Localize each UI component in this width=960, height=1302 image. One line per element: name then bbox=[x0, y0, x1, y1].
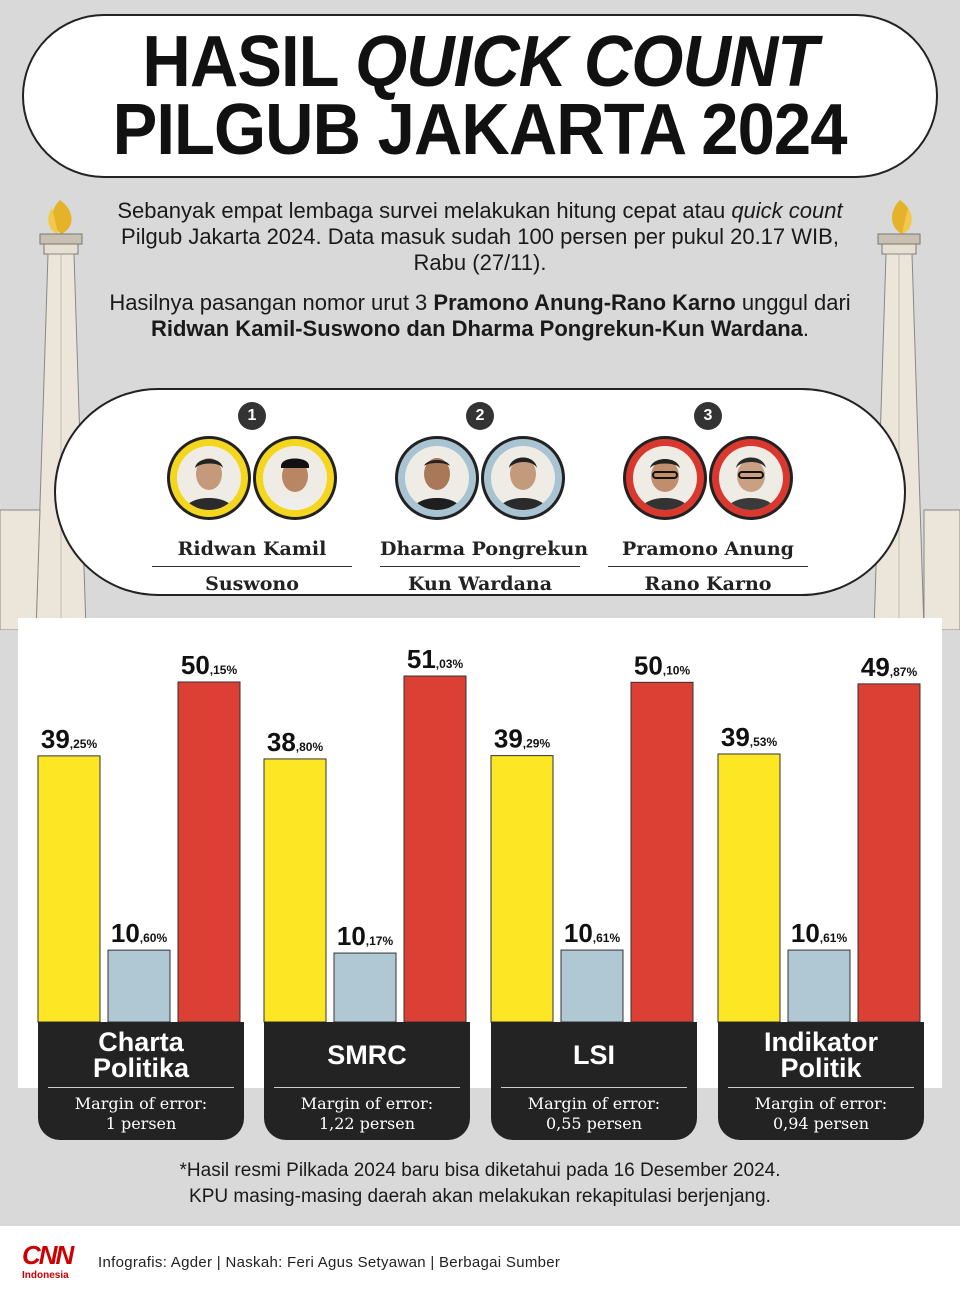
bar-smrc-series-3 bbox=[403, 675, 467, 1023]
running-mate-name: Suswono bbox=[205, 573, 299, 595]
intro-paragraph-1: Sebanyak empat lembaga survei melakukan … bbox=[117, 198, 843, 275]
title-banner: HASIL QUICK COUNT PILGUB JAKARTA 2024 bbox=[22, 14, 938, 178]
bar-smrc-series-2 bbox=[333, 952, 397, 1023]
footnote-line-1: *Hasil resmi Pilkada 2024 baru bisa dike… bbox=[179, 1160, 781, 1181]
margin-of-error: Margin of error: 0,94 persen bbox=[754, 1094, 888, 1133]
data-label: 39,53% bbox=[721, 722, 778, 752]
data-label: 10,61% bbox=[564, 918, 621, 948]
candidate-name: Ridwan Kamil bbox=[152, 538, 352, 567]
bar-indikator-politik-series-3 bbox=[857, 683, 921, 1023]
bar-chart-svg: 39,25% 10,60% 50,15% 38,80% 10,17% 51,03% 39,2… bbox=[37, 644, 921, 1023]
intro-paragraph-2: Hasilnya pasangan nomor urut 3 Pramono A… bbox=[109, 290, 851, 341]
institution-box-charta-politika: Charta Politika Margin of error: 1 persen bbox=[38, 1022, 244, 1140]
candidate-pair-3: 3 Pramono Anung Rano Karno bbox=[608, 402, 808, 595]
candidates-panel: 1 Ridwan Kamil Suswono 2 Dharma Pongreku… bbox=[54, 388, 906, 596]
candidate-number-badge: 3 bbox=[694, 402, 722, 430]
candidate-pair-2: 2 Dharma Pongrekun Kun Wardana bbox=[380, 402, 588, 595]
bar-indikator-politik-series-2 bbox=[787, 949, 851, 1023]
running-mate-name: Kun Wardana bbox=[407, 573, 553, 595]
candidate-number-badge: 1 bbox=[238, 402, 266, 430]
institution-box-indikator-politik: Indikator Politik Margin of error: 0,94 p… bbox=[718, 1022, 924, 1140]
intro-text: Sebanyak empat lembaga survei melakukan … bbox=[100, 198, 860, 356]
data-label: 38,80% bbox=[267, 727, 324, 757]
data-label: 50,10% bbox=[634, 650, 691, 680]
margin-of-error: Margin of error: 0,55 persen bbox=[527, 1094, 661, 1133]
bar-lsi-series-3 bbox=[630, 681, 694, 1023]
bar-lsi-series-2 bbox=[560, 949, 624, 1023]
running-mate-portrait-avatar bbox=[709, 436, 793, 520]
title-line-1: HASIL QUICK COUNT bbox=[143, 26, 819, 98]
footnote: *Hasil resmi Pilkada 2024 baru bisa dike… bbox=[60, 1158, 900, 1210]
institution-box-lsi: LSI Margin of error: 0,55 persen bbox=[491, 1022, 697, 1140]
institution-name: Indikator Politik bbox=[728, 1022, 914, 1088]
data-label: 49,87% bbox=[861, 652, 918, 682]
title-word-hasil: HASIL bbox=[142, 22, 356, 102]
running-mate-portrait-avatar bbox=[481, 436, 565, 520]
institution-name: SMRC bbox=[274, 1022, 460, 1088]
institution-name: Charta Politika bbox=[48, 1022, 234, 1088]
bar-charta-politika-series-3 bbox=[177, 681, 241, 1023]
data-label: 50,15% bbox=[181, 650, 238, 680]
institution-name: LSI bbox=[501, 1022, 687, 1088]
footer: CNN Indonesia Infografis: Agder | Naskah… bbox=[0, 1226, 960, 1302]
data-label: 10,60% bbox=[111, 918, 168, 948]
candidate-number-badge: 2 bbox=[466, 402, 494, 430]
candidate-portrait-avatar bbox=[623, 436, 707, 520]
data-label: 10,61% bbox=[791, 918, 848, 948]
title-line-2: PILGUB JAKARTA 2024 bbox=[113, 90, 848, 170]
bar-lsi-series-1 bbox=[490, 755, 554, 1023]
quick-count-chart: 39,25% 10,60% 50,15% 38,80% 10,17% 51,03% 39,2… bbox=[18, 618, 942, 1088]
bar-indikator-politik-series-1 bbox=[717, 753, 781, 1023]
candidate-name: Pramono Anung bbox=[608, 538, 808, 567]
candidate-pair-1: 1 Ridwan Kamil Suswono bbox=[152, 402, 352, 595]
footnote-line-2: KPU masing-masing daerah akan melakukan … bbox=[189, 1186, 771, 1207]
candidate-portrait-avatar bbox=[395, 436, 479, 520]
bar-charta-politika-series-1 bbox=[37, 755, 101, 1023]
bar-smrc-series-1 bbox=[263, 758, 327, 1023]
margin-of-error: Margin of error: 1 persen bbox=[74, 1094, 208, 1133]
bar-charta-politika-series-2 bbox=[107, 949, 171, 1023]
title-word-quick-count: QUICK COUNT bbox=[355, 22, 818, 102]
cnn-indonesia-logo: CNN Indonesia bbox=[22, 1240, 74, 1281]
running-mate-name: Rano Karno bbox=[644, 573, 772, 595]
data-label: 39,29% bbox=[494, 724, 551, 754]
data-label: 10,17% bbox=[337, 921, 394, 951]
credits: Infografis: Agder | Naskah: Feri Agus Se… bbox=[98, 1254, 561, 1271]
running-mate-portrait-avatar bbox=[253, 436, 337, 520]
data-label: 51,03% bbox=[407, 644, 464, 674]
candidate-name: Dharma Pongrekun bbox=[380, 538, 588, 567]
monument-right-illustration bbox=[873, 200, 960, 630]
margin-of-error: Margin of error: 1,22 persen bbox=[300, 1094, 434, 1133]
institution-box-smrc: SMRC Margin of error: 1,22 persen bbox=[264, 1022, 470, 1140]
data-label: 39,25% bbox=[41, 724, 98, 754]
candidate-portrait-avatar bbox=[167, 436, 251, 520]
